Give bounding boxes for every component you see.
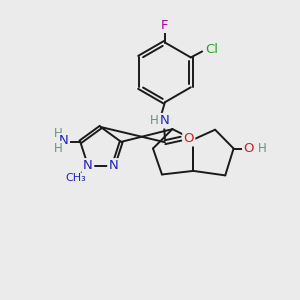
Text: N: N — [160, 114, 169, 127]
Text: O: O — [243, 142, 254, 155]
Text: N: N — [83, 159, 93, 172]
Text: N: N — [59, 134, 69, 147]
Text: H: H — [258, 142, 266, 155]
Text: N: N — [109, 159, 118, 172]
Text: Cl: Cl — [205, 43, 218, 56]
Text: CH₃: CH₃ — [65, 173, 86, 183]
Text: O: O — [184, 132, 194, 145]
Text: H: H — [54, 127, 63, 140]
Text: H: H — [149, 114, 158, 127]
Text: H: H — [54, 142, 63, 155]
Text: F: F — [161, 19, 169, 32]
